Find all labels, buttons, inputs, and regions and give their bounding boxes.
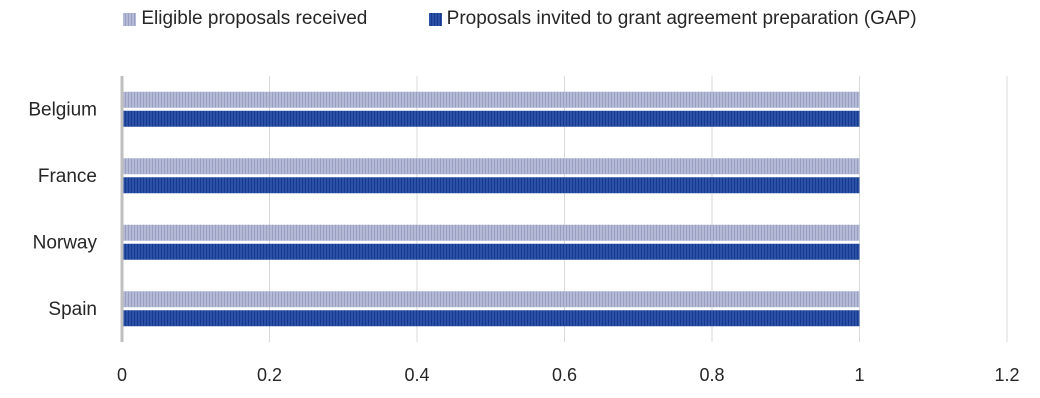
bar-gap <box>122 177 860 194</box>
bar-eligible <box>122 224 860 241</box>
x-tick-label: 1 <box>854 365 864 385</box>
legend-swatch-gap <box>428 12 442 26</box>
x-tick-label: 0.8 <box>699 365 724 385</box>
y-category-label: Belgium <box>28 99 97 120</box>
x-tick-label: 1.2 <box>994 365 1019 385</box>
x-tick-label: 0.4 <box>404 365 429 385</box>
bar-gap <box>122 310 860 327</box>
bar-eligible <box>122 291 860 308</box>
x-tick-label: 0.6 <box>552 365 577 385</box>
y-category-label: France <box>38 166 97 187</box>
bar-eligible <box>122 91 860 108</box>
legend-swatch-eligible <box>123 12 137 26</box>
legend: Eligible proposals received Proposals in… <box>0 8 1040 32</box>
legend-label-eligible: Eligible proposals received <box>141 8 368 29</box>
bar-gap <box>122 243 860 260</box>
bar-eligible <box>122 158 860 175</box>
x-tick-label: 0.2 <box>257 365 282 385</box>
y-category-label: Spain <box>48 299 97 320</box>
bar-gap <box>122 110 860 127</box>
y-category-label: Norway <box>33 232 98 253</box>
legend-item-eligible: Eligible proposals received <box>123 8 367 30</box>
legend-label-gap: Proposals invited to grant agreement pre… <box>446 8 917 29</box>
legend-item-gap: Proposals invited to grant agreement pre… <box>428 8 917 30</box>
x-tick-label: 0 <box>117 365 127 385</box>
